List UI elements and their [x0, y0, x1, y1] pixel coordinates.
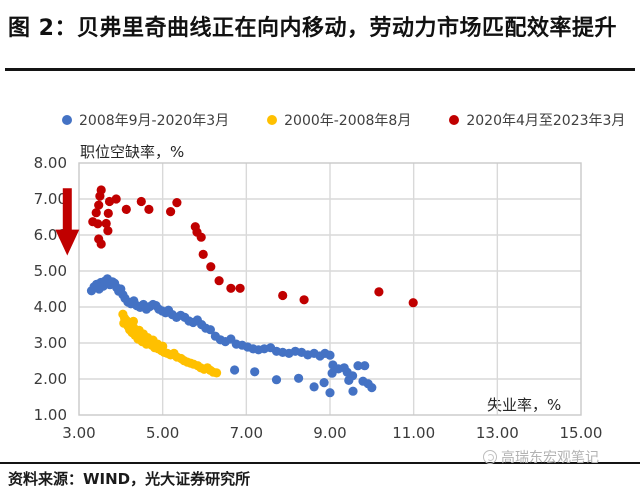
y-tick-label: 2.00: [34, 370, 67, 388]
data-point-series-2: [95, 191, 105, 201]
data-point-series-1: [128, 316, 138, 326]
data-point-series-0: [360, 361, 370, 371]
watermark-logo-icon: [483, 450, 497, 464]
data-source: 资料来源：WIND，光大证券研究所: [8, 470, 251, 488]
data-point-series-0: [353, 361, 363, 371]
data-point-series-0: [250, 367, 260, 377]
data-point-series-2: [144, 204, 154, 214]
data-point-series-2: [374, 287, 384, 297]
x-tick-label: 3.00: [62, 424, 95, 442]
data-point-series-0: [325, 350, 335, 360]
y-tick-label: 5.00: [34, 262, 67, 280]
legend-item-0: 2008年9月-2020年3月: [62, 110, 229, 130]
legend-dot-icon: [449, 115, 460, 125]
x-tick-label: 13.00: [476, 424, 519, 442]
data-point-series-2: [91, 208, 101, 218]
data-point-series-2: [198, 249, 208, 259]
y-tick-label: 7.00: [34, 190, 67, 208]
data-point-series-2: [408, 298, 418, 308]
data-point-series-2: [299, 295, 309, 305]
data-point-series-0: [294, 373, 304, 383]
data-point-series-2: [101, 218, 111, 229]
x-tick-label: 7.00: [230, 424, 263, 442]
data-point-series-0: [325, 388, 335, 398]
data-point-series-2: [172, 198, 182, 208]
data-point-series-0: [348, 386, 358, 396]
data-point-series-2: [166, 207, 176, 217]
data-point-series-2: [196, 232, 206, 242]
inward-shift-arrow: [55, 188, 80, 256]
x-tick-label: 9.00: [313, 424, 346, 442]
data-point-series-2: [93, 219, 103, 229]
data-point-series-2: [206, 262, 216, 272]
data-point-series-0: [319, 378, 329, 388]
legend-label: 2000年-2008年8月: [284, 113, 412, 129]
watermark-text: 高瑞东宏观笔记: [501, 450, 599, 466]
x-tick-label: 15.00: [560, 424, 603, 442]
data-point-series-2: [226, 283, 236, 293]
y-axis-title: 职位空缺率，%: [80, 143, 185, 161]
data-point-series-1: [212, 368, 222, 378]
data-point-series-2: [94, 200, 104, 210]
data-point-series-0: [309, 382, 319, 392]
data-point-series-2: [111, 194, 121, 204]
legend-label: 2020年4月至2023年3月: [466, 113, 626, 129]
legend-item-2: 2020年4月至2023年3月: [449, 110, 625, 130]
data-point-series-2: [103, 208, 113, 218]
y-tick-label: 4.00: [34, 298, 67, 316]
data-point-series-0: [367, 383, 377, 393]
data-point-series-0: [205, 325, 215, 335]
data-point-series-0: [230, 365, 240, 375]
footer-divider: [0, 462, 640, 464]
data-point-series-2: [96, 239, 106, 249]
chart-legend: 2008年9月-2020年3月 2000年-2008年8月 2020年4月至2023…: [62, 110, 625, 130]
plot-border: [78, 162, 582, 416]
watermark: 高瑞东宏观笔记: [483, 447, 599, 467]
x-tick-label: 11.00: [392, 424, 435, 442]
legend-label: 2008年9月-2020年3月: [79, 113, 230, 129]
data-point-series-2: [214, 276, 224, 286]
x-tick-label: 5.00: [146, 424, 179, 442]
data-point-series-2: [278, 290, 288, 301]
data-point-series-2: [235, 283, 245, 293]
data-point-series-0: [271, 375, 282, 385]
y-tick-label: 3.00: [34, 334, 67, 352]
legend-item-1: 2000年-2008年8月: [267, 110, 411, 130]
data-point-series-2: [136, 196, 146, 207]
data-point-series-2: [121, 204, 131, 214]
y-tick-label: 1.00: [34, 406, 67, 424]
x-axis-title: 失业率，%: [487, 396, 562, 414]
data-point-series-0: [348, 371, 358, 381]
title-divider: [5, 68, 635, 71]
y-tick-label: 8.00: [34, 154, 67, 172]
figure-title: 图 2：贝弗里奇曲线正在向内移动，劳动力市场匹配效率提升: [8, 16, 617, 41]
legend-dot-icon: [62, 115, 72, 125]
legend-dot-icon: [267, 115, 278, 125]
data-point-series-2: [103, 226, 113, 236]
